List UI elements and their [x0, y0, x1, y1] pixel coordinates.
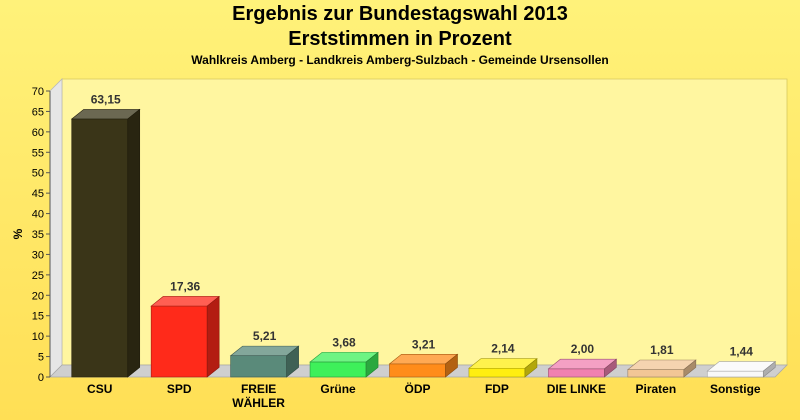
bar-side — [365, 351, 379, 378]
bar — [627, 369, 685, 378]
chart-subtitle: Wahlkreis Amberg - Landkreis Amberg-Sulz… — [191, 53, 609, 67]
bar-value-label: 3,21 — [412, 337, 436, 351]
bar-value-label: 1,44 — [730, 345, 754, 359]
bar-side — [762, 360, 776, 378]
y-tick-label: 40 — [32, 209, 44, 221]
bar-value-label: 3,68 — [332, 335, 356, 349]
x-tick-label: FDP — [485, 382, 509, 396]
y-tick-label: 35 — [32, 229, 44, 241]
y-tick-label: 60 — [32, 127, 44, 139]
x-tick-label: DIE LINKE — [547, 382, 606, 396]
bar-side — [127, 108, 141, 378]
y-tick-label: 15 — [32, 311, 44, 323]
bar-value-label: 1,81 — [650, 343, 674, 357]
bar-value-label: 5,21 — [253, 329, 277, 343]
y-tick-label: 25 — [32, 270, 44, 282]
y-tick-label: 45 — [32, 188, 44, 200]
bar-side — [683, 359, 697, 378]
bar — [706, 370, 764, 378]
x-tick-label: Piraten — [635, 382, 676, 396]
bar-side — [604, 358, 617, 378]
x-tick-label: Grüne — [320, 382, 356, 396]
y-tick-label: 70 — [32, 86, 44, 98]
bar — [389, 363, 446, 378]
x-tick-label: ÖDP — [404, 381, 430, 396]
bar — [468, 367, 526, 378]
bar-side — [286, 345, 299, 378]
x-tick-label: SPD — [167, 382, 192, 396]
bar — [230, 355, 287, 378]
bar-value-label: 17,36 — [170, 279, 200, 293]
y-tick-label: 10 — [32, 331, 44, 343]
chart-title: Ergebnis zur Bundestagswahl 2013 Erststi… — [0, 2, 800, 52]
bar — [71, 118, 129, 378]
y-tick-label: 55 — [32, 147, 44, 159]
x-tick-label: FREIE WÄHLER — [232, 382, 285, 410]
bar-value-label: 2,14 — [491, 342, 515, 356]
y-tick-label: 5 — [38, 352, 44, 364]
bar — [309, 361, 367, 378]
bar — [150, 305, 208, 378]
y-tick-label: 65 — [32, 106, 44, 118]
x-tick-label: Sonstige — [710, 382, 761, 396]
y-tick-label: 20 — [32, 290, 44, 302]
bar-side — [524, 358, 538, 378]
y-axis-label: % — [11, 228, 25, 239]
bar-value-label: 63,15 — [91, 92, 121, 106]
plot-left-wall — [49, 78, 63, 378]
y-tick-label: 50 — [32, 168, 44, 180]
y-tick-label: 0 — [38, 372, 44, 384]
chart-title-line-1: Ergebnis zur Bundestagswahl 2013 — [232, 3, 568, 25]
bar-side — [206, 295, 220, 378]
x-tick-label: CSU — [87, 382, 112, 396]
y-tick-label: 30 — [32, 249, 44, 261]
bar — [548, 368, 605, 378]
bar-side — [445, 353, 458, 378]
bar-value-label: 2,00 — [571, 342, 595, 356]
chart-title-line-2: Erststimmen in Prozent — [288, 28, 512, 50]
